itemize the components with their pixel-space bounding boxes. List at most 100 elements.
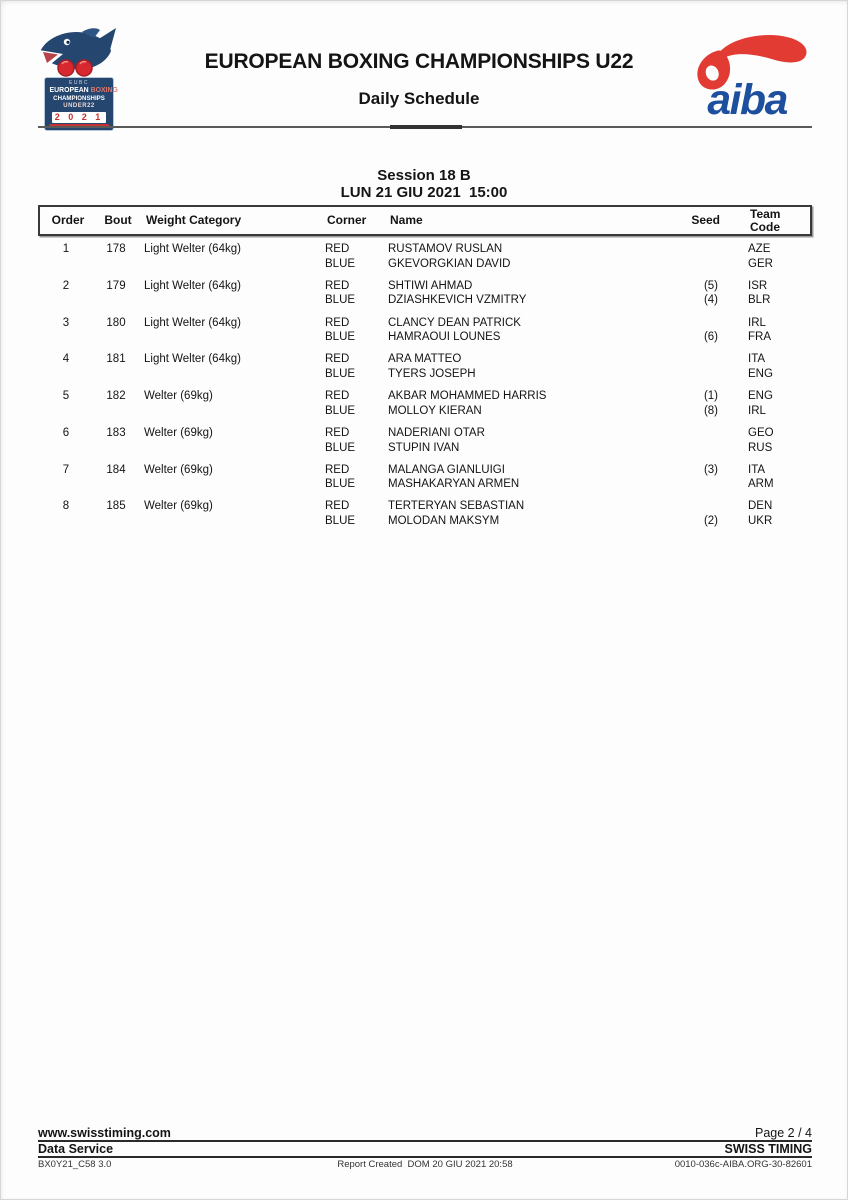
session-block: Session 18 B LUN 21 GIU 2021 15:00 [0, 167, 848, 201]
boxer-red-team-code: ITA [748, 353, 766, 366]
bout-order: 5 [62, 390, 70, 403]
boxer-blue-name: HAMRAOUI LOUNES [388, 331, 501, 344]
header-divider-center [390, 125, 462, 129]
col-header-name: Name [390, 213, 423, 227]
boxer-red-team-code: ITA [748, 463, 766, 476]
session-name: Session 18 B [377, 167, 471, 184]
boxer-blue-name: MASHAKARYAN ARMEN [388, 478, 520, 491]
boxer-red-team-code: ISR [748, 279, 768, 292]
bout-number: 180 [106, 316, 126, 329]
corner-red-label: RED [325, 243, 350, 255]
corner-red-label: RED [325, 390, 350, 403]
boxer-red-seed: (5) [703, 279, 718, 292]
bout-row: 5 182 Welter (69kg) RED BLUE AKBAR MOHAM… [38, 389, 812, 418]
swisstiming-link[interactable]: www.swisstiming.com [38, 1126, 171, 1140]
page-subtitle: Daily Schedule [358, 89, 480, 108]
boxer-red-name: SHTIWI AHMAD [388, 279, 473, 292]
corner-blue-label: BLUE [325, 331, 356, 344]
page-title: EUROPEAN BOXING CHAMPIONSHIPS U22 [204, 50, 634, 73]
boxer-red-name: TERTERYAN SEBASTIAN [388, 500, 525, 513]
bout-number: 183 [106, 426, 126, 439]
eubc-badge-line2: CHAMPIONSHIPS [53, 94, 105, 102]
corner-red-label: RED [325, 500, 350, 513]
corner-blue-label: BLUE [325, 404, 356, 417]
boxer-blue-name: STUPIN IVAN [388, 441, 460, 454]
bout-row: 1 178 Light Welter (64kg) RED BLUE RUSTA… [38, 242, 812, 271]
data-service-label: Data Service [38, 1142, 114, 1156]
bout-row: 3 180 Light Welter (64kg) RED BLUE CLANC… [38, 316, 812, 345]
boxer-red-team-code: GEO [748, 426, 774, 439]
bout-weight-category: Welter (69kg) [144, 390, 213, 403]
corner-red-label: RED [325, 353, 350, 366]
corner-red-label: RED [325, 279, 350, 292]
boxer-blue-seed: (8) [703, 404, 718, 417]
page-number: Page 2 / 4 [755, 1126, 812, 1140]
boxer-red-team-code: IRL [748, 316, 766, 329]
col-header-weight: Weight Category [146, 213, 242, 227]
corner-blue-label: BLUE [325, 367, 356, 380]
boxer-blue-seed [668, 477, 718, 492]
bout-weight-category: Light Welter (64kg) [144, 243, 241, 255]
aiba-logo: aiba [688, 30, 814, 124]
boxer-red-name: ARA MATTEO [388, 353, 462, 366]
corner-blue-label: BLUE [325, 478, 356, 491]
corner-blue-label: BLUE [325, 294, 356, 307]
boxer-blue-name: DZIASHKEVICH VZMITRY [388, 294, 527, 307]
aiba-wordmark: aiba [707, 76, 787, 122]
bout-number: 182 [106, 390, 126, 403]
corner-blue-label: BLUE [325, 441, 356, 454]
boxer-blue-seed: (4) [703, 294, 718, 307]
corner-blue-label: BLUE [325, 515, 356, 528]
schedule-table-header: Order Bout Weight Category Corner Name S… [38, 205, 812, 236]
boxer-blue-seed [668, 257, 718, 272]
boxer-blue-team-code: UKR [748, 515, 773, 528]
bout-rows: 1 178 Light Welter (64kg) RED BLUE RUSTA… [38, 236, 812, 536]
bout-order: 8 [62, 500, 70, 513]
corner-blue-label: BLUE [325, 257, 356, 270]
col-header-bout: Bout [104, 213, 132, 227]
boxer-red-name: RUSTAMOV RUSLAN [388, 243, 503, 255]
boxer-red-name: NADERIANI OTAR [388, 426, 485, 439]
bout-order: 1 [62, 243, 70, 255]
boxer-blue-team-code: GER [748, 257, 773, 270]
bout-row: 2 179 Light Welter (64kg) RED BLUE SHTIW… [38, 279, 812, 308]
eubc-badge-line1: EUROPEAN BOXING [49, 85, 118, 94]
session-datetime: LUN 21 GIU 2021 15:00 [340, 184, 508, 201]
bout-order: 3 [62, 316, 70, 329]
corner-red-label: RED [325, 316, 350, 329]
footer-line1: www.swisstiming.com Page 2 / 4 [38, 1126, 812, 1140]
boxer-blue-seed: (6) [703, 331, 718, 344]
boxer-blue-name: MOLODAN MAKSYM [388, 515, 500, 528]
eubc-badge-year: 2 0 2 1 [51, 111, 107, 123]
boxer-red-seed: (3) [703, 463, 718, 476]
col-header-seed: Seed [691, 213, 720, 227]
boxer-blue-seed: (2) [703, 515, 718, 528]
bout-row: 7 184 Welter (69kg) RED BLUE MALANGA GIA… [38, 463, 812, 492]
boxer-red-seed [668, 352, 718, 367]
report-created: Report Created DOM 20 GIU 2021 20:58 [337, 1159, 513, 1170]
corner-red-label: RED [325, 426, 350, 439]
bout-number: 179 [106, 279, 126, 292]
swiss-timing-label: SWISS TIMING [724, 1142, 813, 1156]
boxer-blue-team-code: FRA [748, 331, 771, 344]
boxer-red-name: MALANGA GIANLUIGI [388, 463, 505, 476]
boxer-red-name: CLANCY DEAN PATRICK [388, 316, 521, 329]
boxer-blue-team-code: IRL [748, 404, 766, 417]
boxer-blue-name: GKEVORGKIAN DAVID [388, 257, 511, 270]
bout-number: 181 [106, 353, 126, 366]
boxer-red-team-code: AZE [748, 243, 771, 255]
bout-number: 185 [106, 500, 126, 513]
footer-line2: Data Service SWISS TIMING [38, 1142, 812, 1156]
shark-mascot-icon [39, 28, 116, 77]
eubc-badge: EUBC EUROPEAN BOXING CHAMPIONSHIPS UNDER… [44, 77, 118, 131]
boxer-blue-name: MOLLOY KIERAN [388, 404, 482, 417]
boxer-red-team-code: DEN [748, 500, 773, 513]
boxer-red-seed [668, 242, 718, 257]
boxer-blue-name: TYERS JOSEPH [388, 367, 476, 380]
bout-row: 4 181 Light Welter (64kg) RED BLUE ARA M… [38, 352, 812, 381]
boxer-red-seed [668, 316, 718, 331]
col-header-corner: Corner [327, 213, 367, 227]
boxer-blue-team-code: ENG [748, 367, 773, 380]
col-header-order: Order [51, 213, 85, 227]
